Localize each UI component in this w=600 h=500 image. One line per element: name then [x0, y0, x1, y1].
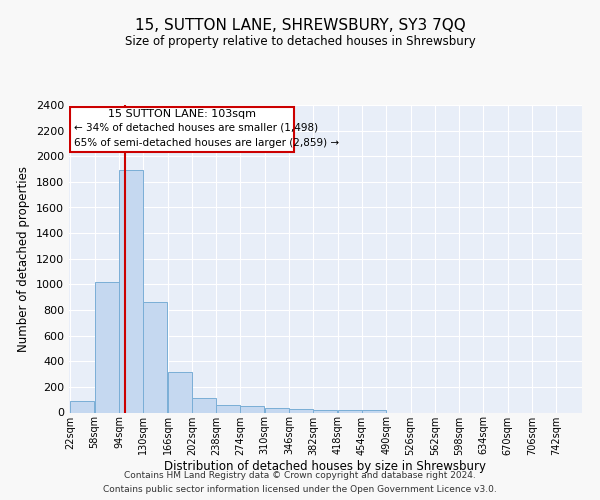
Bar [70, 401, 94, 412]
Bar [313, 410, 337, 412]
Bar [192, 398, 216, 412]
Text: Contains HM Land Registry data © Crown copyright and database right 2024.: Contains HM Land Registry data © Crown c… [124, 472, 476, 480]
Text: 65% of semi-detached houses are larger (2,859) →: 65% of semi-detached houses are larger (… [74, 138, 339, 148]
Text: 15 SUTTON LANE: 103sqm: 15 SUTTON LANE: 103sqm [108, 109, 256, 119]
Bar [265, 408, 289, 412]
Y-axis label: Number of detached properties: Number of detached properties [17, 166, 31, 352]
Bar [167, 372, 191, 412]
X-axis label: Distribution of detached houses by size in Shrewsbury: Distribution of detached houses by size … [164, 460, 487, 473]
Bar [289, 410, 313, 412]
Bar [241, 406, 265, 412]
Bar [95, 282, 119, 412]
Bar [70, 107, 295, 152]
Bar [119, 170, 143, 412]
Bar [143, 302, 167, 412]
Text: ← 34% of detached houses are smaller (1,498): ← 34% of detached houses are smaller (1,… [74, 122, 318, 132]
Bar [338, 410, 362, 412]
Text: 15, SUTTON LANE, SHREWSBURY, SY3 7QQ: 15, SUTTON LANE, SHREWSBURY, SY3 7QQ [134, 18, 466, 32]
Bar [216, 406, 240, 412]
Bar [362, 410, 386, 412]
Text: Size of property relative to detached houses in Shrewsbury: Size of property relative to detached ho… [125, 35, 475, 48]
Text: Contains public sector information licensed under the Open Government Licence v3: Contains public sector information licen… [103, 486, 497, 494]
